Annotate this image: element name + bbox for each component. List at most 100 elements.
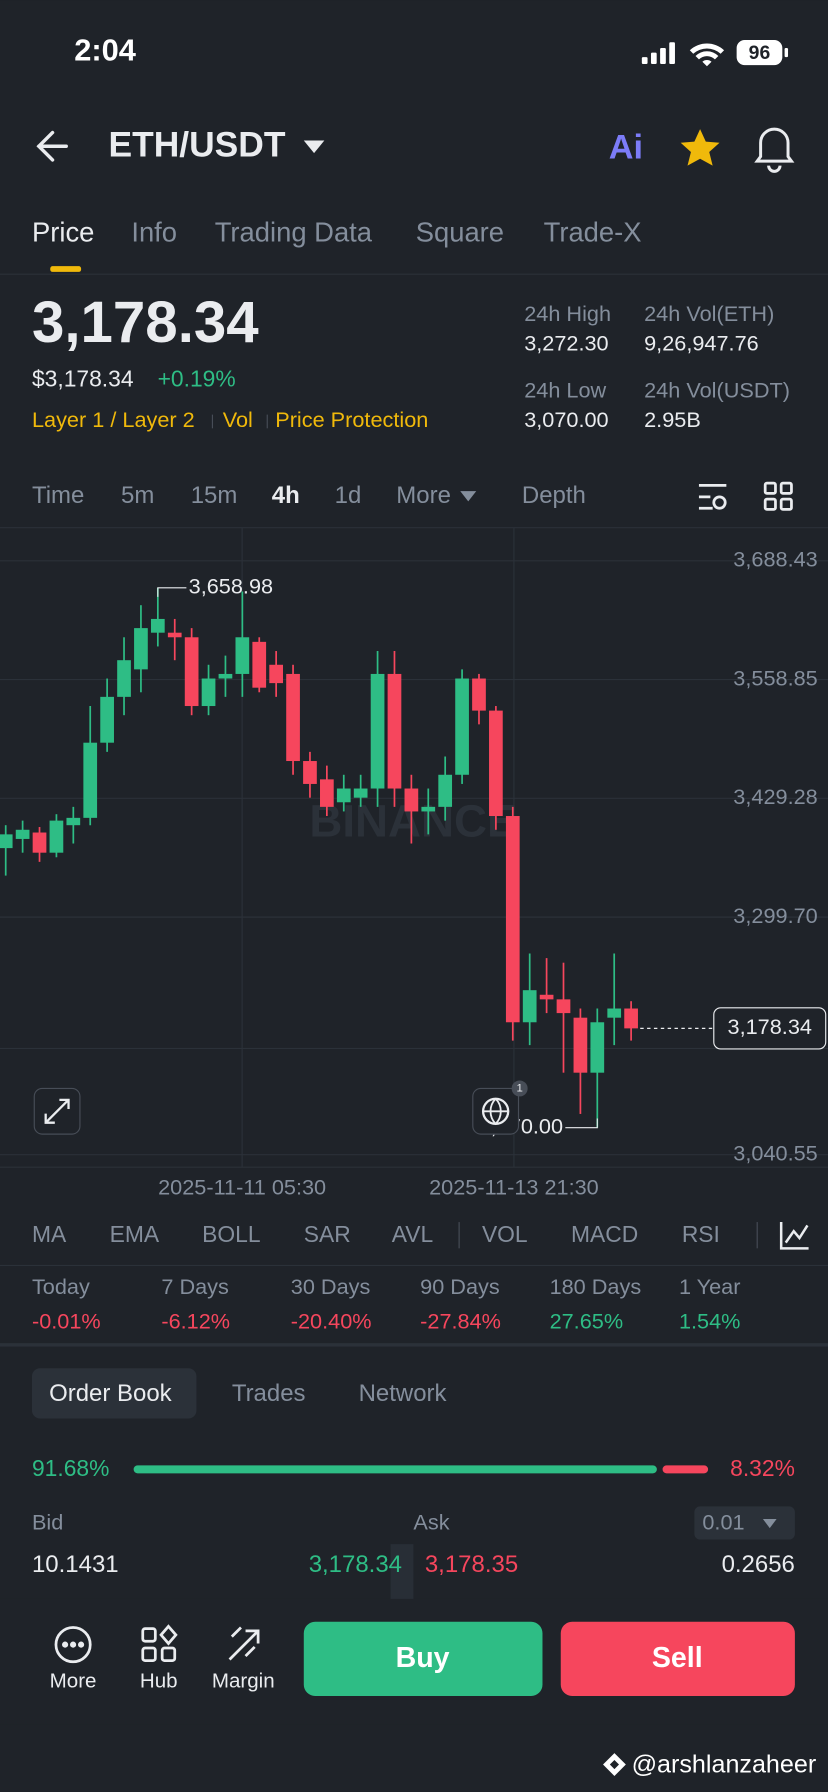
candle-body: [235, 637, 250, 674]
book-tab[interactable]: Network: [359, 1380, 448, 1407]
candle-body: [624, 1008, 638, 1029]
bid-header: Bid: [32, 1509, 63, 1534]
tag[interactable]: Vol: [223, 407, 253, 432]
indicator[interactable]: SAR: [304, 1221, 351, 1247]
candle-body: [49, 820, 64, 853]
candle-body: [167, 632, 182, 638]
period-label: 1 Year: [679, 1274, 741, 1299]
indicator-settings[interactable]: [779, 1222, 809, 1250]
book-cell: 10.1431: [32, 1551, 119, 1578]
more-caret[interactable]: [460, 491, 477, 502]
candle-body: [66, 817, 81, 826]
tab[interactable]: Info: [131, 216, 177, 247]
buy-button[interactable]: [303, 1621, 543, 1697]
precision-value[interactable]: 0.01: [702, 1509, 744, 1534]
period-change: -6.12%: [161, 1308, 230, 1333]
candle-body: [117, 660, 131, 697]
tag[interactable]: Price Protection: [275, 407, 428, 432]
last-price-label: 3,178.34: [728, 1014, 812, 1039]
globe-button[interactable]: [472, 1080, 528, 1135]
candle-body: [201, 678, 216, 707]
candle-body: [134, 628, 148, 670]
layout-icon[interactable]: [763, 481, 793, 511]
margin-icon[interactable]: [228, 1626, 260, 1661]
interval[interactable]: 5m: [121, 482, 154, 509]
interval[interactable]: 4h: [272, 482, 300, 509]
period-change: 27.65%: [550, 1308, 624, 1333]
candle-body: [489, 710, 503, 817]
period-label: 7 Days: [161, 1274, 229, 1299]
indicator[interactable]: VOL: [482, 1221, 528, 1247]
pair-title[interactable]: ETH/USDT: [108, 125, 285, 165]
period-label: Today: [32, 1274, 90, 1299]
globe-badge: 1: [516, 1082, 522, 1094]
battery-level: 96: [749, 42, 771, 64]
indicator[interactable]: MA: [32, 1221, 67, 1247]
interval[interactable]: 15m: [191, 482, 238, 509]
tab[interactable]: Price: [32, 216, 94, 247]
book-tab[interactable]: Trades: [232, 1380, 306, 1407]
last-price-box: [713, 1007, 827, 1050]
divider: [0, 1343, 828, 1347]
precision-select[interactable]: [694, 1506, 795, 1540]
buy-label[interactable]: Buy: [396, 1642, 450, 1674]
ask-header: Ask: [413, 1509, 449, 1534]
y-tick-label: 3,299.70: [733, 903, 817, 928]
period-change: 1.54%: [679, 1308, 740, 1333]
stat-label: 24h Vol(USDT): [644, 378, 790, 403]
indicator[interactable]: BOLL: [202, 1221, 260, 1247]
candle-body: [353, 788, 368, 798]
nav-label[interactable]: More: [50, 1670, 97, 1693]
active-tab-pill: [31, 1368, 197, 1419]
candle-body: [336, 788, 351, 803]
stat-value: 9,26,947.76: [644, 331, 759, 356]
tab[interactable]: Square: [416, 216, 504, 247]
candle-body: [150, 618, 165, 633]
candle-body: [556, 999, 571, 1014]
indicator[interactable]: RSI: [682, 1221, 720, 1247]
back-button[interactable]: [36, 130, 68, 162]
sell-label[interactable]: Sell: [652, 1642, 703, 1674]
favorite-star[interactable]: [680, 129, 720, 166]
interval[interactable]: Depth: [522, 482, 586, 509]
candlestick-chart: BINANCE3,688.433,558.853,429.283,299.703…: [0, 527, 828, 1200]
hub-icon[interactable]: [141, 1624, 178, 1662]
candle-body: [252, 641, 267, 688]
nav-label[interactable]: Hub: [140, 1670, 178, 1693]
x-tick-label: 2025-11-11 05:30: [158, 1175, 326, 1200]
interval[interactable]: 1d: [335, 482, 362, 509]
y-tick-label: 3,688.43: [733, 547, 817, 572]
tab[interactable]: Trading Data: [215, 216, 373, 247]
tab[interactable]: Trade-X: [544, 216, 642, 247]
expand-button[interactable]: [33, 1087, 81, 1135]
alert-bell[interactable]: [754, 127, 795, 173]
status-icons: [641, 40, 789, 67]
period-label: 180 Days: [550, 1274, 642, 1299]
depth-highlight: [390, 1544, 414, 1599]
high-label: 3,658.98: [189, 574, 273, 599]
more-icon[interactable]: [54, 1626, 92, 1664]
stat-value: 3,070.00: [524, 407, 608, 432]
period-change: -0.01%: [32, 1308, 101, 1333]
ai-button[interactable]: Ai: [609, 129, 643, 167]
nav-label[interactable]: Margin: [212, 1670, 275, 1693]
indicator[interactable]: AVL: [392, 1221, 433, 1247]
candle-body: [522, 990, 537, 1023]
sell-button[interactable]: [560, 1621, 795, 1697]
precision-caret[interactable]: [762, 1518, 777, 1529]
pair-caret[interactable]: [303, 140, 325, 154]
y-tick-label: 3,558.85: [733, 665, 817, 690]
book-cell: 3,178.35: [425, 1551, 518, 1578]
indicator[interactable]: MACD: [571, 1221, 638, 1247]
interval[interactable]: More: [396, 482, 451, 509]
candle-body: [539, 994, 554, 1000]
interval[interactable]: Time: [32, 482, 84, 509]
chart-settings-icon[interactable]: [698, 484, 727, 510]
indicator[interactable]: EMA: [110, 1221, 160, 1247]
credit-logo: [603, 1753, 626, 1776]
tag[interactable]: Layer 1 / Layer 2: [32, 407, 195, 432]
period-label: 90 Days: [420, 1274, 500, 1299]
book-tab[interactable]: Order Book: [49, 1380, 173, 1407]
